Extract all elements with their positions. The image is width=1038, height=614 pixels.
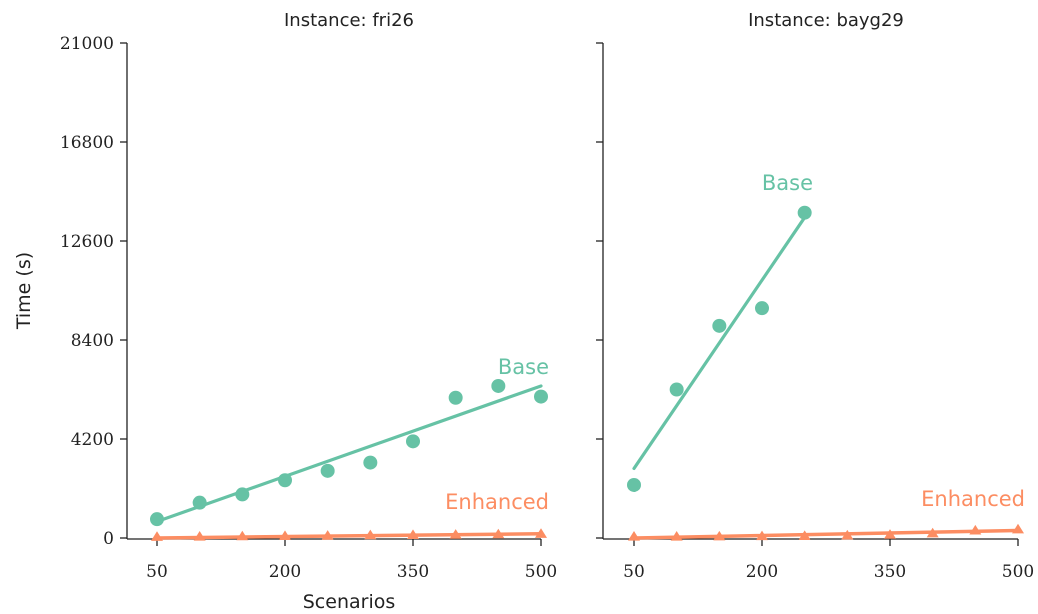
series-label: Enhanced <box>921 487 1025 511</box>
x-tick-label: 200 <box>746 562 778 582</box>
panel-1: Instance: fri26 0 4200 8400 12600 16800 21000 5… <box>13 10 557 613</box>
x-tick-label: 50 <box>623 562 645 582</box>
data-point <box>798 530 811 540</box>
y-tick-label: 16800 <box>60 133 114 153</box>
data-point <box>235 487 250 502</box>
y-axis-label: Time (s) <box>13 252 35 330</box>
data-point <box>192 495 207 510</box>
data-point <box>534 389 548 404</box>
data-point <box>448 390 463 405</box>
x-tick-label: 50 <box>146 562 168 582</box>
data-point <box>712 318 727 333</box>
data-point <box>406 434 420 449</box>
data-point <box>279 530 291 540</box>
series-enhanced: Enhanced <box>628 487 1025 541</box>
data-point <box>278 473 292 488</box>
x-axis-label: Scenarios <box>303 591 396 613</box>
data-point <box>926 527 939 538</box>
data-point <box>669 382 684 397</box>
data-point <box>713 530 726 541</box>
data-point <box>492 528 505 539</box>
fit-line <box>632 528 1020 540</box>
data-point <box>756 530 768 541</box>
fit-line <box>632 215 807 471</box>
data-point <box>797 205 812 220</box>
data-point <box>535 528 547 538</box>
series-label: Base <box>762 171 813 195</box>
data-point <box>364 529 377 540</box>
x-tick-label: 500 <box>1002 562 1034 582</box>
x-tick-label: 350 <box>874 562 906 582</box>
data-point <box>628 531 640 541</box>
y-tick-label: 12600 <box>60 232 114 252</box>
data-point <box>407 529 419 540</box>
y-tick-label: 4200 <box>71 430 114 450</box>
fit-line <box>155 384 543 524</box>
data-point <box>1012 523 1024 534</box>
x-tick-label: 500 <box>525 562 557 582</box>
y-tick-label: 21000 <box>60 34 114 54</box>
y-tick-label: 0 <box>103 529 114 549</box>
data-point <box>969 524 982 535</box>
data-point <box>321 530 334 540</box>
series-label: Base <box>498 355 549 379</box>
data-point <box>449 529 462 539</box>
data-point <box>670 531 683 541</box>
series-enhanced: Enhanced <box>151 490 549 541</box>
data-point <box>755 301 769 316</box>
data-point <box>841 529 854 540</box>
series-label: Enhanced <box>445 490 549 514</box>
data-point <box>151 531 163 541</box>
data-point <box>193 531 206 541</box>
x-tick-label: 350 <box>397 562 429 582</box>
panel-title: Instance: bayg29 <box>748 10 904 31</box>
y-tick-label: 8400 <box>71 331 114 351</box>
x-tick-label: 200 <box>269 562 301 582</box>
fit-line <box>155 532 543 540</box>
data-point <box>491 378 506 393</box>
data-point <box>236 530 249 541</box>
data-point <box>363 455 378 470</box>
data-point <box>320 463 335 478</box>
panel-2: Instance: bayg29 50 200 350 500 Base Enhanced <box>596 10 1034 582</box>
data-point <box>884 529 896 539</box>
series-base: Base <box>627 171 813 492</box>
data-point <box>627 477 641 492</box>
series-base: Base <box>150 355 549 527</box>
data-point <box>150 512 164 527</box>
panel-title: Instance: fri26 <box>284 10 414 31</box>
